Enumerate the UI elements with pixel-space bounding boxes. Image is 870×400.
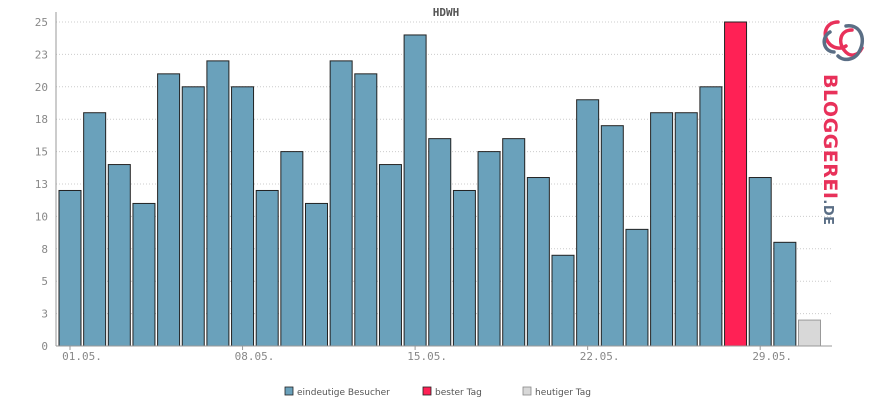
bar xyxy=(206,60,230,347)
x-tick-label: 15.05. xyxy=(407,350,447,363)
bar-best-day xyxy=(724,21,748,347)
bar xyxy=(403,34,427,347)
bar xyxy=(83,112,107,347)
legend-label-today: heutiger Tag xyxy=(535,388,591,398)
bars xyxy=(58,21,821,347)
legend-label-best: bester Tag xyxy=(435,388,482,398)
y-axis-ticks: 0 3 5 8 10 13 15 18 20 23 25 xyxy=(35,16,48,353)
x-tick-label: 29.05. xyxy=(752,350,792,363)
bar xyxy=(452,189,476,347)
bar xyxy=(132,202,156,347)
y-tick-label: 23 xyxy=(35,48,48,61)
bar xyxy=(428,138,452,347)
bar-today xyxy=(798,319,821,347)
x-tick-label: 01.05. xyxy=(62,350,102,363)
y-tick-label: 5 xyxy=(41,275,48,288)
bar xyxy=(625,228,649,347)
bar xyxy=(748,177,772,347)
bar xyxy=(255,189,279,347)
logo-icon xyxy=(822,20,865,62)
bar xyxy=(329,60,353,347)
bar xyxy=(650,112,674,347)
y-tick-label: 20 xyxy=(35,81,48,94)
bar xyxy=(231,86,255,347)
chart-title: HDWH xyxy=(433,6,460,19)
y-tick-label: 10 xyxy=(35,210,48,223)
legend-swatch-today xyxy=(522,386,532,396)
y-tick-label: 3 xyxy=(41,308,48,321)
x-tick-label: 08.05. xyxy=(235,350,275,363)
x-axis-ticks: 01.05. 08.05. 15.05. 22.05. 29.05. xyxy=(62,346,792,363)
legend-swatch-best xyxy=(422,386,432,396)
bar xyxy=(674,112,698,347)
bar xyxy=(699,86,723,347)
bloggerei-logo: BLOGGEREI.DE xyxy=(819,20,865,226)
bar xyxy=(280,151,304,347)
bar xyxy=(58,189,82,347)
bar xyxy=(600,125,624,347)
y-tick-label: 0 xyxy=(41,340,48,353)
y-tick-label: 8 xyxy=(41,243,48,256)
legend: eindeutige Besucher bester Tag heutiger … xyxy=(284,386,591,398)
y-tick-label: 25 xyxy=(35,16,48,29)
bar xyxy=(107,164,131,347)
bar xyxy=(305,202,328,347)
bar xyxy=(157,73,181,347)
y-tick-label: 18 xyxy=(35,113,48,126)
legend-label-visitors: eindeutige Besucher xyxy=(297,388,390,398)
bar xyxy=(576,99,600,347)
bar xyxy=(502,138,526,347)
bar xyxy=(526,177,550,347)
bar xyxy=(551,254,575,347)
logo-text: BLOGGEREI.DE xyxy=(819,74,841,226)
bar xyxy=(773,241,797,347)
bar xyxy=(354,73,378,347)
legend-swatch-visitors xyxy=(284,386,294,396)
y-tick-label: 15 xyxy=(35,146,48,159)
x-tick-label: 22.05. xyxy=(580,350,620,363)
y-tick-label: 13 xyxy=(35,178,48,191)
bar xyxy=(477,151,501,347)
bar xyxy=(378,164,402,347)
bar xyxy=(181,86,205,347)
